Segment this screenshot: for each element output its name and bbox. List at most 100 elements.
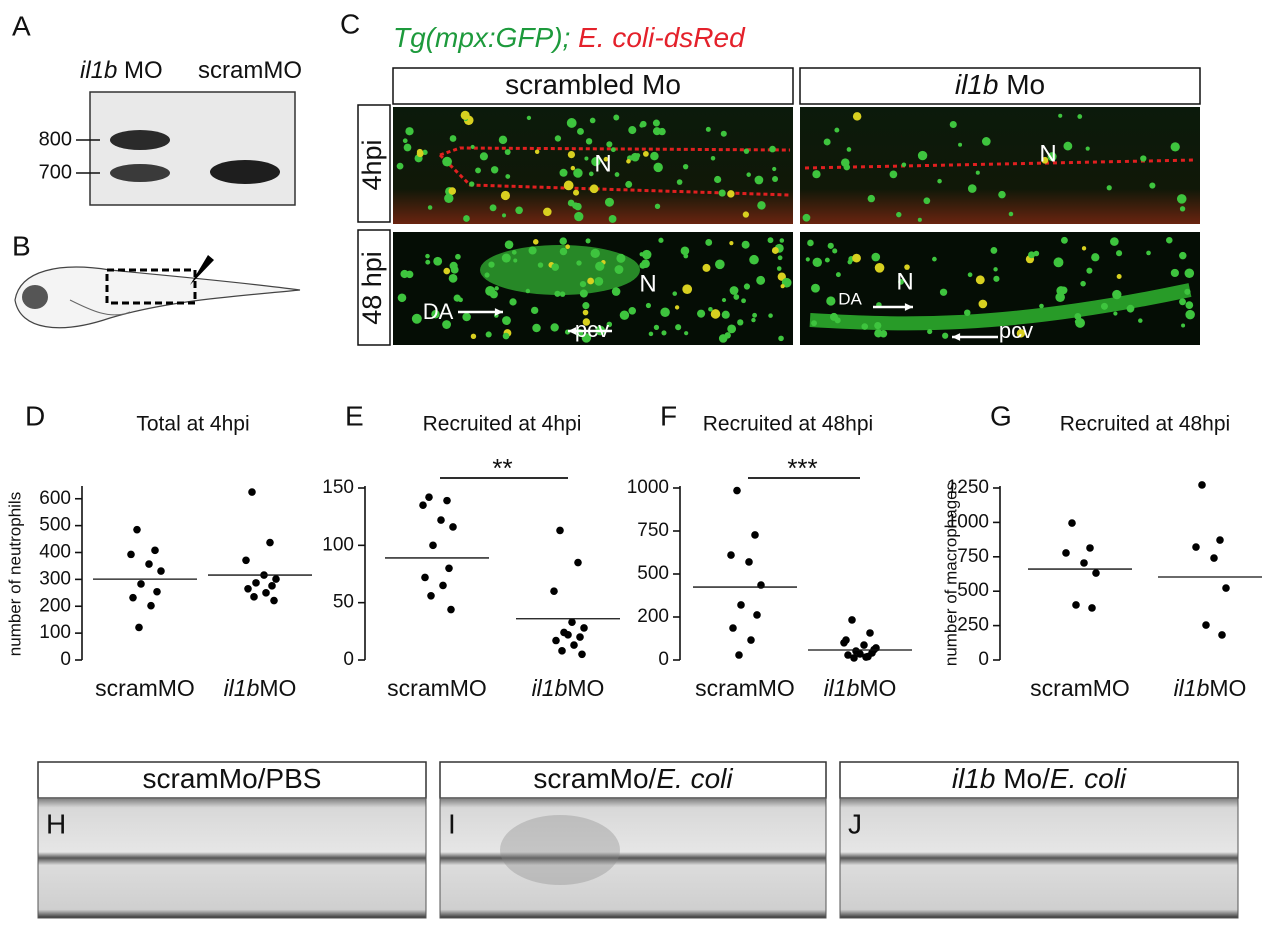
cell bbox=[475, 167, 481, 174]
point bbox=[421, 573, 429, 582]
annotation: pcv bbox=[999, 318, 1033, 343]
cell bbox=[1179, 251, 1187, 260]
chart-title: Recruited at 48hpi bbox=[1060, 413, 1230, 436]
cell bbox=[565, 244, 570, 250]
cell bbox=[939, 288, 948, 296]
text-segment: il1b bbox=[955, 69, 999, 100]
cell bbox=[567, 150, 576, 159]
point bbox=[262, 589, 270, 597]
cell bbox=[975, 275, 985, 285]
cell bbox=[675, 324, 682, 331]
cell bbox=[498, 135, 508, 145]
cell bbox=[751, 317, 756, 323]
cell bbox=[680, 246, 690, 256]
panel-header bbox=[439, 761, 827, 799]
text-segment: MO bbox=[859, 675, 896, 701]
y-tick-label: 0 bbox=[978, 649, 989, 670]
cell bbox=[494, 286, 499, 291]
column-header bbox=[392, 67, 794, 105]
cell bbox=[585, 238, 591, 244]
point bbox=[270, 596, 278, 605]
point bbox=[1080, 559, 1088, 567]
point bbox=[1218, 631, 1226, 639]
cell bbox=[1170, 142, 1180, 152]
y-tick-label: 500 bbox=[957, 580, 989, 601]
cell bbox=[768, 313, 773, 318]
panel-letter: H bbox=[46, 808, 66, 839]
y-tick-label: 0 bbox=[60, 649, 71, 670]
cell bbox=[532, 323, 541, 333]
annotation: DA bbox=[838, 289, 862, 308]
cell bbox=[460, 110, 470, 120]
cell bbox=[772, 166, 777, 172]
panel-letter: D bbox=[25, 400, 45, 431]
point bbox=[127, 550, 135, 559]
cell bbox=[559, 237, 567, 245]
cell bbox=[613, 114, 620, 121]
band bbox=[110, 130, 170, 150]
text-segment: scramMo/PBS bbox=[143, 763, 322, 794]
cell bbox=[442, 320, 451, 329]
cell bbox=[812, 257, 822, 268]
text-segment: scramMO bbox=[695, 675, 795, 701]
point bbox=[751, 531, 759, 539]
panel-letter: I bbox=[448, 808, 456, 839]
text-segment: scrambled Mo bbox=[505, 69, 681, 100]
cell bbox=[847, 259, 853, 265]
y-tick-label: 1000 bbox=[627, 477, 669, 498]
cell bbox=[993, 275, 1000, 282]
cell bbox=[1081, 246, 1087, 251]
row-label: 48 hpi bbox=[357, 251, 387, 325]
cell bbox=[779, 238, 785, 243]
cell bbox=[812, 170, 821, 179]
cell bbox=[720, 130, 727, 137]
cell bbox=[1126, 304, 1135, 313]
x-tick-label: scramMO bbox=[387, 675, 487, 701]
cell bbox=[574, 211, 584, 222]
cell bbox=[604, 197, 615, 207]
text-segment: il1b bbox=[80, 57, 117, 84]
point bbox=[266, 538, 274, 547]
cell bbox=[576, 260, 582, 266]
cell bbox=[776, 266, 782, 271]
point bbox=[860, 641, 868, 649]
cell bbox=[852, 253, 861, 263]
point bbox=[1086, 544, 1094, 552]
text-segment: il1b bbox=[952, 763, 996, 794]
cell bbox=[1166, 236, 1173, 244]
cell bbox=[682, 284, 693, 295]
panel-letter: F bbox=[660, 400, 677, 431]
cell bbox=[1184, 268, 1195, 279]
cell bbox=[639, 252, 644, 257]
point bbox=[1092, 569, 1100, 577]
cell bbox=[463, 215, 470, 222]
cell bbox=[867, 194, 876, 203]
cell bbox=[653, 324, 660, 331]
cell bbox=[442, 156, 452, 167]
cell bbox=[852, 112, 862, 121]
cell bbox=[1138, 318, 1143, 323]
cell bbox=[534, 149, 540, 154]
cell bbox=[543, 207, 552, 217]
cell bbox=[660, 307, 670, 317]
cell bbox=[594, 276, 604, 286]
cell bbox=[827, 242, 834, 249]
cell bbox=[1080, 280, 1086, 287]
cell bbox=[444, 193, 454, 203]
cell bbox=[411, 313, 422, 324]
cell bbox=[448, 273, 458, 283]
cell bbox=[652, 119, 660, 127]
cell bbox=[573, 189, 580, 196]
cell bbox=[603, 156, 609, 162]
point bbox=[753, 611, 761, 619]
cell bbox=[582, 309, 589, 316]
annotation: pcv bbox=[575, 317, 609, 342]
point bbox=[137, 580, 145, 588]
arrow-head bbox=[904, 303, 913, 311]
cell bbox=[405, 271, 411, 277]
cell bbox=[572, 202, 579, 210]
point bbox=[248, 488, 256, 496]
cell bbox=[824, 257, 830, 263]
cell bbox=[861, 323, 869, 330]
y-tick-label: 50 bbox=[333, 592, 354, 613]
